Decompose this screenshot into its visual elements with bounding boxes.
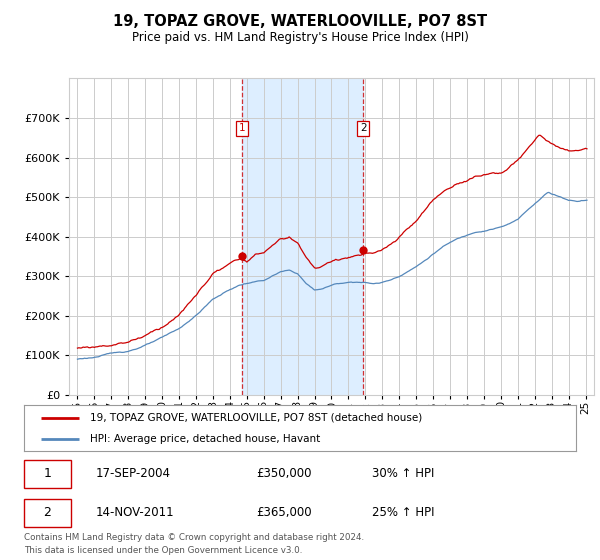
Text: Price paid vs. HM Land Registry's House Price Index (HPI): Price paid vs. HM Land Registry's House …: [131, 31, 469, 44]
Text: £365,000: £365,000: [256, 506, 311, 520]
FancyBboxPatch shape: [24, 499, 71, 527]
Text: 14-NOV-2011: 14-NOV-2011: [96, 506, 175, 520]
FancyBboxPatch shape: [24, 460, 71, 488]
Text: 2: 2: [360, 124, 367, 133]
Text: 1: 1: [239, 124, 245, 133]
Bar: [242, 78, 364, 395]
Text: 17-SEP-2004: 17-SEP-2004: [96, 467, 171, 480]
Text: 19, TOPAZ GROVE, WATERLOOVILLE, PO7 8ST (detached house): 19, TOPAZ GROVE, WATERLOOVILLE, PO7 8ST …: [90, 413, 422, 423]
Text: 1: 1: [44, 467, 52, 480]
Text: HPI: Average price, detached house, Havant: HPI: Average price, detached house, Hava…: [90, 435, 320, 444]
Text: 25% ↑ HPI: 25% ↑ HPI: [372, 506, 434, 520]
Text: 30% ↑ HPI: 30% ↑ HPI: [372, 467, 434, 480]
Text: 19, TOPAZ GROVE, WATERLOOVILLE, PO7 8ST: 19, TOPAZ GROVE, WATERLOOVILLE, PO7 8ST: [113, 14, 487, 29]
Text: 2: 2: [44, 506, 52, 520]
Text: Contains HM Land Registry data © Crown copyright and database right 2024.
This d: Contains HM Land Registry data © Crown c…: [24, 533, 364, 554]
Text: £350,000: £350,000: [256, 467, 311, 480]
